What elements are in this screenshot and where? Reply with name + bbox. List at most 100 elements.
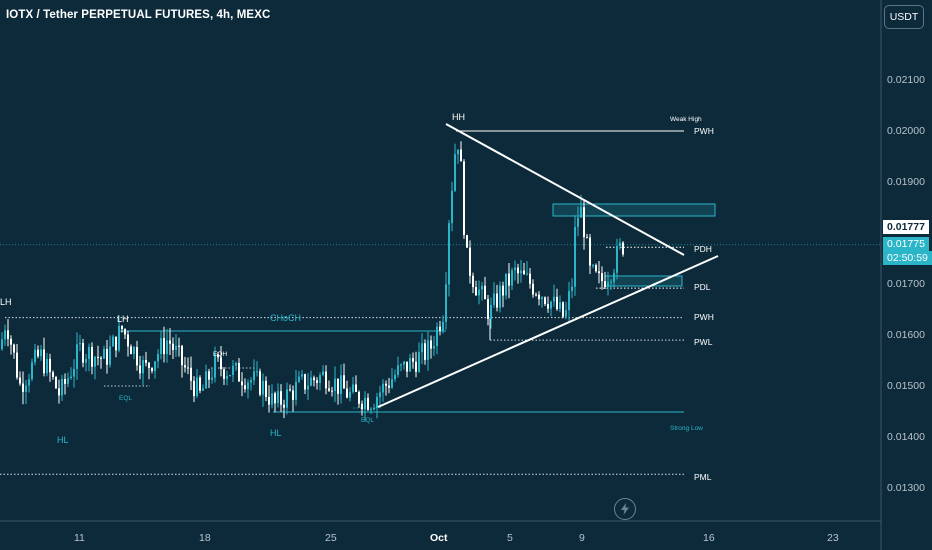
countdown-tag: 02:50:59 [883,251,932,265]
candle [253,371,255,381]
choch-label: CHoCH [270,313,301,323]
candle [574,226,576,287]
candle [280,391,282,405]
price-axis[interactable]: 0.02100 0.02000 0.01900 0.01700 0.01600 … [887,74,925,494]
candle [484,285,486,300]
hl-mid-label: HL [270,428,282,438]
candle [289,389,291,391]
candle [181,345,183,366]
candle [256,371,258,373]
choch-line [120,330,446,332]
lh-left-label: LH [0,297,12,307]
candle [445,284,447,322]
candle [64,379,66,384]
candle [568,290,570,311]
candle [157,353,159,362]
candle [415,361,417,372]
candle [400,364,402,366]
pwh-top-label: PWH [694,126,714,136]
candle [124,329,126,335]
price-tick: 0.01600 [887,329,925,341]
time-tick: Oct [430,532,448,544]
candle [475,287,477,296]
candle [43,349,45,374]
candle [85,359,87,363]
supply-zone [552,203,716,217]
pwh-mid-label: PWH [694,312,714,322]
candle [511,270,513,286]
candle [106,348,108,365]
time-axis[interactable]: 11 18 25 Oct 5 9 16 23 [74,532,839,544]
candle [190,367,192,381]
eqh-label: EQH [213,351,227,358]
candle [364,397,366,410]
candle [547,303,549,309]
drawings [377,123,719,408]
candle [271,393,273,405]
candle [109,346,111,365]
candle [133,347,135,355]
candle [166,340,168,355]
candle [562,302,564,317]
hh-label: HH [452,112,465,122]
candle [148,362,150,368]
candle [394,374,396,380]
candle [499,285,501,308]
candle [301,374,303,377]
candle [553,296,555,302]
candle [61,379,63,396]
price-tick: 0.01700 [887,278,925,290]
time-tick: 9 [579,532,585,544]
eql-mid-label: EQL [361,417,374,424]
candle [163,338,165,355]
candle [526,273,528,275]
candle [136,347,138,366]
candle [505,273,507,296]
candle [205,371,207,389]
candle [283,404,285,408]
candle [403,361,405,365]
candles [1,141,624,422]
candle [187,367,189,369]
candle [538,294,540,300]
time-tick: 25 [325,532,337,544]
candle [343,375,345,389]
candle [622,242,624,255]
candle [16,352,18,378]
candle [517,267,519,274]
last-price-tag: 0.01777 [883,220,929,234]
candle [4,330,6,340]
candle [397,365,399,375]
candle [430,340,432,349]
replay-button[interactable] [614,498,636,520]
candle [28,379,30,386]
time-tick: 5 [507,532,513,544]
candle [571,286,573,291]
candle [160,338,162,354]
candle [370,409,372,411]
strong-low-label: Strong Low [670,425,703,432]
time-tick: 16 [703,532,715,544]
candle [358,391,360,404]
candle [184,365,186,368]
candle [409,358,411,372]
candle [520,270,522,274]
candle [433,346,435,349]
hl-left-label: HL [57,435,69,445]
candle [97,356,99,358]
price-tick: 0.01500 [887,380,925,392]
currency-button[interactable]: USDT [884,5,924,29]
candle [121,325,123,330]
candle [115,336,117,351]
candle [376,396,378,408]
candle [478,289,480,296]
candle [556,296,558,310]
candle [451,190,453,224]
time-tick: 11 [74,532,85,544]
pml-label: PML [694,472,712,482]
candle [559,302,561,310]
candle [100,357,102,359]
candle [331,390,333,392]
